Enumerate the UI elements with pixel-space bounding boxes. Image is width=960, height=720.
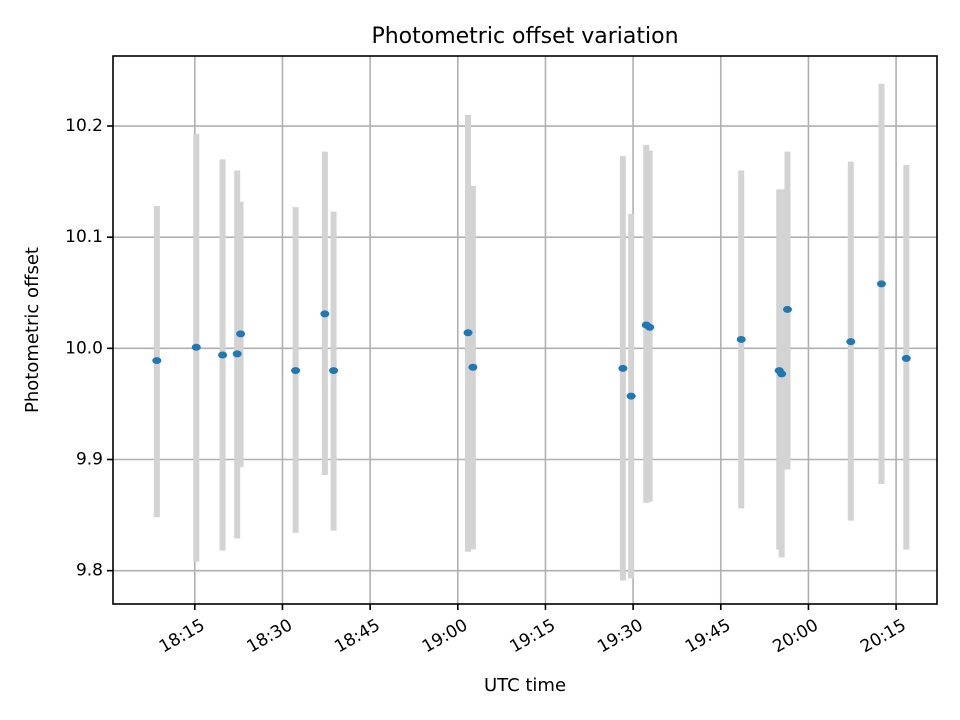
data-point (191, 343, 201, 351)
data-point (626, 392, 636, 400)
data-point (736, 335, 746, 343)
data-point (152, 357, 162, 365)
x-tick-label: 19:45 (682, 615, 734, 657)
data-point (232, 350, 242, 358)
data-point (236, 330, 246, 338)
data-point (329, 367, 339, 375)
data-point (291, 367, 301, 375)
chart-title: Photometric offset variation (371, 24, 678, 49)
y-axis-label: Photometric offset (22, 247, 43, 413)
error-bars (153, 83, 910, 581)
x-tick-label: 20:00 (769, 615, 821, 657)
data-point (782, 305, 792, 313)
y-tick-label: 9.9 (76, 449, 103, 469)
data-point (901, 354, 911, 362)
data-point (218, 351, 228, 359)
data-point (618, 364, 628, 372)
y-tick-label: 10.1 (65, 227, 103, 247)
x-tick-label: 19:00 (419, 615, 471, 657)
data-point (876, 280, 886, 288)
plot-frame (112, 55, 938, 605)
x-axis-label: UTC time (484, 675, 566, 696)
data-point (320, 310, 330, 318)
y-tick-label: 9.8 (76, 561, 103, 581)
data-point (645, 323, 655, 331)
data-point (846, 338, 856, 346)
data-point (777, 370, 787, 378)
x-tick-label: 20:15 (857, 615, 909, 657)
y-tick-label: 10.2 (65, 116, 103, 136)
y-tick-label: 10.0 (65, 338, 103, 358)
x-tick-label: 19:30 (594, 615, 646, 657)
x-tick-label: 18:30 (244, 615, 296, 657)
x-tick-label: 18:15 (156, 615, 208, 657)
x-tick-label: 19:15 (507, 615, 559, 657)
data-points (152, 280, 911, 400)
x-tick-label: 18:45 (331, 615, 383, 657)
data-point (463, 329, 473, 337)
data-point (468, 363, 478, 371)
